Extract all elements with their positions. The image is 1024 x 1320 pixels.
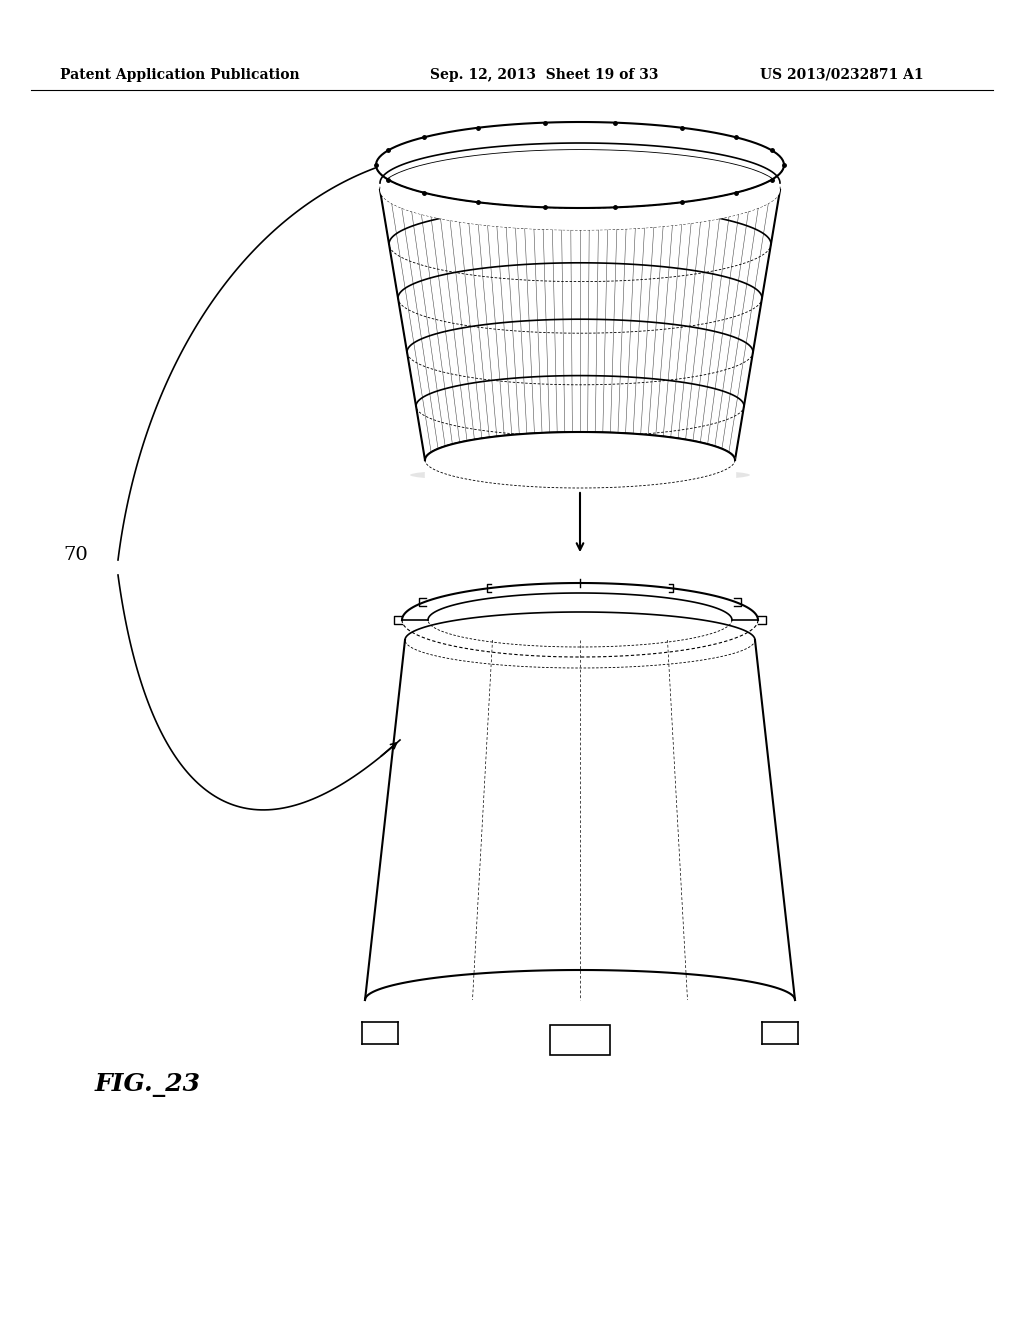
Text: US 2013/0232871 A1: US 2013/0232871 A1 — [760, 69, 924, 82]
Text: 70: 70 — [63, 546, 88, 564]
Text: Patent Application Publication: Patent Application Publication — [60, 69, 300, 82]
Ellipse shape — [410, 467, 750, 483]
Text: Sep. 12, 2013  Sheet 19 of 33: Sep. 12, 2013 Sheet 19 of 33 — [430, 69, 658, 82]
Text: FIG._23: FIG._23 — [95, 1073, 201, 1097]
Polygon shape — [376, 121, 784, 223]
Ellipse shape — [380, 150, 780, 230]
